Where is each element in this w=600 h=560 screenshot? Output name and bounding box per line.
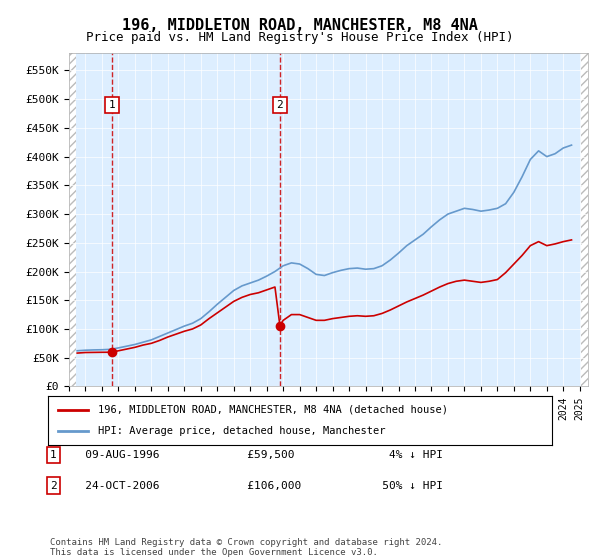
Bar [69,53,76,386]
Text: 1: 1 [50,450,56,460]
Text: 2: 2 [277,100,283,110]
Text: 1: 1 [109,100,115,110]
Text: Contains HM Land Registry data © Crown copyright and database right 2024.
This d: Contains HM Land Registry data © Crown c… [50,538,442,557]
Text: Price paid vs. HM Land Registry's House Price Index (HPI): Price paid vs. HM Land Registry's House … [86,31,514,44]
Text: 2: 2 [50,480,56,491]
Text: 196, MIDDLETON ROAD, MANCHESTER, M8 4NA: 196, MIDDLETON ROAD, MANCHESTER, M8 4NA [122,18,478,33]
Text: 24-OCT-2006             £106,000            50% ↓ HPI: 24-OCT-2006 £106,000 50% ↓ HPI [65,480,443,491]
Text: 09-AUG-1996             £59,500              4% ↓ HPI: 09-AUG-1996 £59,500 4% ↓ HPI [65,450,443,460]
Text: HPI: Average price, detached house, Manchester: HPI: Average price, detached house, Manc… [98,426,386,436]
Text: 196, MIDDLETON ROAD, MANCHESTER, M8 4NA (detached house): 196, MIDDLETON ROAD, MANCHESTER, M8 4NA … [98,405,448,415]
Bar [581,53,589,386]
